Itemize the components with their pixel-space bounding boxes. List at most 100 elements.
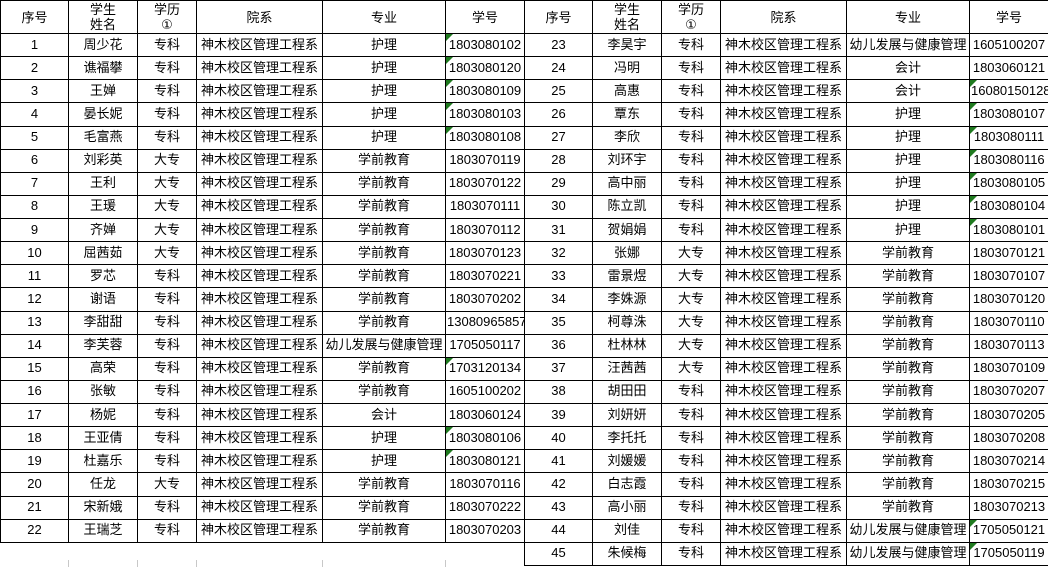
- degree-cell[interactable]: 大专: [661, 241, 721, 266]
- department-cell[interactable]: 神木校区管理工程系: [196, 56, 323, 81]
- student-id-cell[interactable]: 1705050119: [969, 541, 1048, 567]
- major-cell[interactable]: 学前教育: [846, 333, 970, 358]
- student-name-cell[interactable]: 高小丽: [592, 495, 662, 520]
- student-name-cell[interactable]: 谯福攀: [68, 56, 138, 81]
- department-cell[interactable]: 神木校区管理工程系: [720, 449, 847, 474]
- degree-cell[interactable]: 大专: [661, 287, 721, 312]
- student-name-cell[interactable]: 谢语: [68, 287, 138, 312]
- row-index-cell[interactable]: 45: [524, 541, 593, 567]
- row-index-cell[interactable]: 15: [0, 356, 69, 381]
- student-id-cell[interactable]: 1803070111: [445, 194, 525, 220]
- department-cell[interactable]: 神木校区管理工程系: [196, 310, 323, 335]
- department-cell[interactable]: 神木校区管理工程系: [196, 217, 323, 243]
- department-cell[interactable]: 神木校区管理工程系: [720, 102, 847, 127]
- major-cell[interactable]: 学前教育: [322, 194, 446, 220]
- major-cell[interactable]: 学前教育: [322, 171, 446, 196]
- row-index-cell[interactable]: 13: [0, 310, 69, 335]
- student-id-cell[interactable]: 1705050121: [969, 518, 1048, 543]
- row-index-cell[interactable]: 28: [524, 148, 593, 173]
- student-name-cell[interactable]: 李姝源: [592, 287, 662, 312]
- degree-cell[interactable]: 专科: [137, 379, 197, 405]
- row-index-cell[interactable]: 17: [0, 402, 69, 428]
- degree-cell[interactable]: 专科: [137, 426, 197, 451]
- student-name-cell[interactable]: 刘妍妍: [592, 402, 662, 428]
- major-cell[interactable]: 学前教育: [322, 264, 446, 289]
- row-index-cell[interactable]: 25: [524, 79, 593, 104]
- major-cell[interactable]: 幼儿发展与健康管理: [322, 333, 446, 358]
- student-id-cell[interactable]: 1803070221: [445, 264, 525, 289]
- student-id-cell[interactable]: 1803070222: [445, 495, 525, 520]
- student-id-cell[interactable]: 1605100207: [969, 32, 1048, 58]
- degree-cell[interactable]: 专科: [137, 125, 197, 150]
- major-cell[interactable]: 护理: [846, 171, 970, 196]
- student-id-cell[interactable]: 1803080121: [445, 449, 525, 474]
- student-id-cell[interactable]: 1803070202: [445, 287, 525, 312]
- department-cell[interactable]: 神木校区管理工程系: [196, 264, 323, 289]
- student-name-cell[interactable]: 任龙: [68, 472, 138, 497]
- degree-cell[interactable]: 专科: [661, 495, 721, 520]
- row-index-cell[interactable]: 4: [0, 102, 69, 127]
- degree-cell[interactable]: 专科: [137, 32, 197, 58]
- student-id-cell[interactable]: 1803070205: [969, 402, 1048, 428]
- department-cell[interactable]: 神木校区管理工程系: [196, 241, 323, 266]
- row-index-cell[interactable]: 35: [524, 310, 593, 335]
- degree-cell[interactable]: 专科: [661, 79, 721, 104]
- row-index-cell[interactable]: 29: [524, 171, 593, 196]
- department-cell[interactable]: 神木校区管理工程系: [720, 194, 847, 220]
- row-index-cell[interactable]: 18: [0, 426, 69, 451]
- row-index-cell[interactable]: 32: [524, 241, 593, 266]
- row-index-cell[interactable]: 41: [524, 449, 593, 474]
- student-name-cell[interactable]: 张娜: [592, 241, 662, 266]
- major-cell[interactable]: 学前教育: [322, 518, 446, 544]
- header-degree[interactable]: 学历 ①: [661, 0, 721, 34]
- degree-cell[interactable]: 专科: [137, 449, 197, 474]
- student-id-cell[interactable]: 1803070214: [969, 449, 1048, 474]
- degree-cell[interactable]: 大专: [137, 241, 197, 266]
- major-cell[interactable]: 护理: [846, 102, 970, 127]
- row-index-cell[interactable]: 42: [524, 472, 593, 497]
- row-index-cell[interactable]: 6: [0, 148, 69, 173]
- major-cell[interactable]: 学前教育: [846, 241, 970, 266]
- student-id-cell[interactable]: 1803070208: [969, 426, 1048, 451]
- student-name-cell[interactable]: 毛富燕: [68, 125, 138, 150]
- header-major[interactable]: 专业: [846, 0, 970, 34]
- degree-cell[interactable]: 专科: [661, 449, 721, 474]
- department-cell[interactable]: 神木校区管理工程系: [720, 310, 847, 335]
- department-cell[interactable]: 神木校区管理工程系: [720, 264, 847, 289]
- degree-cell[interactable]: 专科: [661, 148, 721, 173]
- department-cell[interactable]: 神木校区管理工程系: [720, 426, 847, 451]
- student-id-cell[interactable]: 1803070116: [445, 472, 525, 497]
- student-id-cell[interactable]: 1705050117: [445, 333, 525, 358]
- row-index-cell[interactable]: 33: [524, 264, 593, 289]
- student-id-cell[interactable]: 16080150128: [969, 79, 1048, 104]
- student-id-cell[interactable]: 1803080101: [969, 217, 1048, 243]
- row-index-cell[interactable]: 3: [0, 79, 69, 104]
- degree-cell[interactable]: 专科: [661, 171, 721, 196]
- major-cell[interactable]: 学前教育: [322, 379, 446, 405]
- student-name-cell[interactable]: 贺娟娟: [592, 217, 662, 243]
- degree-cell[interactable]: 专科: [137, 79, 197, 104]
- department-cell[interactable]: 神木校区管理工程系: [720, 472, 847, 497]
- major-cell[interactable]: 幼儿发展与健康管理: [846, 32, 970, 58]
- department-cell[interactable]: 神木校区管理工程系: [196, 402, 323, 428]
- row-index-cell[interactable]: 21: [0, 495, 69, 520]
- major-cell[interactable]: 护理: [322, 449, 446, 474]
- header-no[interactable]: 序号: [524, 0, 593, 34]
- degree-cell[interactable]: 专科: [661, 217, 721, 243]
- header-student-id[interactable]: 学号: [445, 0, 525, 34]
- degree-cell[interactable]: 专科: [137, 102, 197, 127]
- student-id-cell[interactable]: 1803080111: [969, 125, 1048, 150]
- major-cell[interactable]: 护理: [322, 102, 446, 127]
- degree-cell[interactable]: 大专: [661, 333, 721, 358]
- major-cell[interactable]: 护理: [846, 194, 970, 220]
- major-cell[interactable]: 学前教育: [846, 310, 970, 335]
- major-cell[interactable]: 护理: [322, 426, 446, 451]
- major-cell[interactable]: 学前教育: [846, 379, 970, 405]
- student-id-cell[interactable]: 1803080106: [445, 426, 525, 451]
- department-cell[interactable]: 神木校区管理工程系: [196, 102, 323, 127]
- major-cell[interactable]: 护理: [846, 148, 970, 173]
- degree-cell[interactable]: 大专: [661, 356, 721, 381]
- major-cell[interactable]: 学前教育: [322, 217, 446, 243]
- major-cell[interactable]: 学前教育: [846, 287, 970, 312]
- department-cell[interactable]: 神木校区管理工程系: [196, 79, 323, 104]
